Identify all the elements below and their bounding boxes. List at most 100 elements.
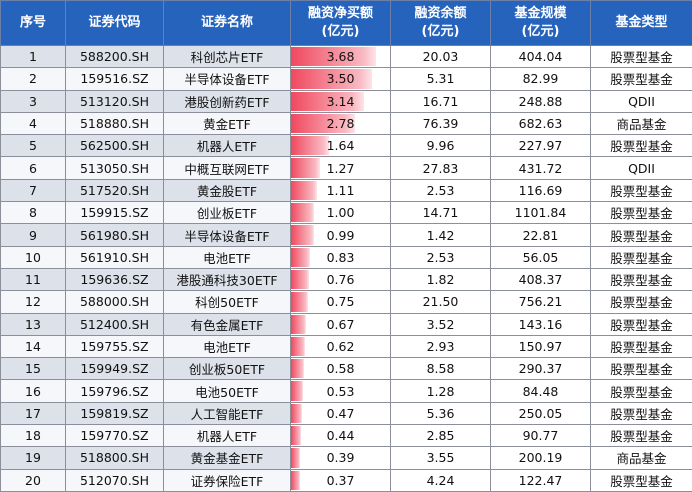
cell-text: 黄金股ETF — [196, 183, 258, 199]
cell-text: 143.16 — [518, 316, 563, 332]
cell-text: 1.42 — [426, 227, 455, 243]
table-cell: 159770.SZ — [65, 424, 164, 448]
net-buy-bar — [291, 336, 306, 357]
table-cell: 1 — [0, 44, 66, 69]
table-cell: 2.78 — [290, 111, 391, 136]
cell-text: 8 — [29, 205, 37, 221]
cell-text: 12 — [25, 294, 41, 310]
cell-text: 0.67 — [326, 316, 355, 332]
cell-text: 19 — [25, 450, 41, 466]
cell-text: 2 — [29, 71, 37, 87]
table-row: 2 159516.SZ 半导体设备ETF 3.50 5.31 82.99 股票型基金 — [0, 67, 692, 91]
cell-text: 20 — [25, 472, 41, 488]
table-cell: 黄金股ETF — [163, 178, 291, 203]
cell-text: 588200.SH — [79, 49, 150, 65]
cell-text: 0.37 — [326, 472, 355, 488]
cell-text: 562500.SH — [79, 138, 150, 154]
cell-text: 5.36 — [426, 405, 455, 421]
table-cell: 创业板50ETF — [163, 357, 291, 381]
table-row: 17 159819.SZ 人工智能ETF 0.47 5.36 250.05 股票型基金 — [0, 401, 692, 426]
table-cell: 200.19 — [490, 446, 591, 470]
cell-text: 518880.SH — [79, 116, 150, 132]
cell-text: 5 — [29, 138, 37, 154]
table-cell: 港股通科技30ETF — [163, 267, 291, 292]
cell-text: 0.62 — [326, 339, 355, 354]
table-row: 18 159770.SZ 机器人ETF 0.44 2.85 90.77 股票型基金 — [0, 424, 692, 448]
net-buy-bar — [291, 158, 321, 178]
cell-text: 4 — [29, 116, 37, 132]
cell-text: 股票型基金 — [610, 295, 673, 311]
table-cell: 科创50ETF — [163, 290, 291, 314]
cell-text: 116.69 — [518, 182, 563, 198]
table-cell: 7 — [0, 178, 66, 203]
table-cell: 290.37 — [490, 357, 591, 381]
cell-text: 1 — [29, 49, 37, 65]
cell-text: 0.76 — [326, 272, 355, 288]
table-cell: 21.50 — [390, 290, 491, 314]
cell-text: 股票型基金 — [610, 139, 673, 155]
table-cell: 4.24 — [390, 468, 491, 492]
cell-text: 有色金属ETF — [190, 317, 264, 333]
cell-text: 7 — [29, 182, 37, 198]
table-row: 1 588200.SH 科创芯片ETF 3.68 20.03 404.04 股票型基金 — [0, 44, 692, 69]
table-cell: 2.53 — [390, 245, 491, 269]
cell-text: 5.31 — [426, 71, 455, 87]
table-cell: 1.64 — [290, 134, 391, 158]
table-cell: 0.99 — [290, 223, 391, 247]
cell-text: 3.50 — [326, 71, 355, 87]
table-cell: 2.93 — [390, 334, 491, 359]
table-cell: 159636.SZ — [65, 267, 164, 292]
table-cell: 科创芯片ETF — [163, 44, 291, 69]
table-cell: 1.82 — [390, 267, 491, 292]
table-body: 1 588200.SH 科创芯片ETF 3.68 20.03 404.04 股票型基金 2 15… — [0, 44, 692, 492]
cell-text: 2.85 — [426, 428, 455, 444]
table-cell: 2.85 — [390, 424, 491, 448]
table-cell: 半导体设备ETF — [163, 223, 291, 247]
table-cell: 股票型基金 — [590, 401, 692, 426]
table-row: 20 512070.SH 证券保险ETF 0.37 4.24 122.47 股票型基金 — [0, 468, 692, 492]
cell-text: 0.53 — [326, 383, 355, 399]
table-cell: 人工智能ETF — [163, 401, 291, 426]
cell-text: 512400.SH — [79, 316, 150, 332]
table-cell: 电池50ETF — [163, 379, 291, 403]
net-buy-bar — [291, 113, 356, 134]
table-row: 4 518880.SH 黄金ETF 2.78 76.39 682.63 商品基金 — [0, 111, 692, 136]
cell-text: 84.48 — [522, 383, 559, 399]
table-cell: 159755.SZ — [65, 334, 164, 359]
cell-text: 56.05 — [522, 249, 559, 265]
table-cell: 证券保险ETF — [163, 468, 291, 492]
cell-text: 517520.SH — [79, 182, 150, 198]
table-cell: 股票型基金 — [590, 357, 692, 381]
cell-text: 227.97 — [518, 138, 563, 154]
cell-text: 159516.SZ — [80, 71, 149, 87]
table-row: 6 513050.SH 中概互联网ETF 1.27 27.83 431.72 QDII — [0, 156, 692, 180]
table-cell: 11 — [0, 267, 66, 292]
table-cell: 5.36 — [390, 401, 491, 426]
table-cell: 0.76 — [290, 267, 391, 292]
cell-text: 431.72 — [518, 160, 563, 176]
cell-text: 商品基金 — [616, 451, 667, 467]
table-cell: 90.77 — [490, 424, 591, 448]
cell-text: QDII — [628, 93, 655, 109]
net-buy-bar — [291, 269, 309, 290]
cell-text: 1.11 — [326, 182, 355, 198]
table-cell: 股票型基金 — [590, 201, 692, 225]
table-cell: 588000.SH — [65, 290, 164, 314]
cell-text: 股票型基金 — [610, 406, 673, 422]
table-cell: 0.58 — [290, 357, 391, 381]
table-cell: 机器人ETF — [163, 424, 291, 448]
table-cell: 电池ETF — [163, 245, 291, 269]
cell-text: 159915.SZ — [80, 205, 149, 221]
net-buy-bar — [291, 203, 315, 223]
table-cell: 0.39 — [290, 446, 391, 470]
table-row: 10 561910.SH 电池ETF 0.83 2.53 56.05 股票型基金 — [0, 245, 692, 269]
table-cell: 14 — [0, 334, 66, 359]
cell-text: 4.24 — [426, 472, 455, 488]
table-row: 5 562500.SH 机器人ETF 1.64 9.96 227.97 股票型基金 — [0, 134, 692, 158]
table-cell: 518880.SH — [65, 111, 164, 136]
table-row: 19 518800.SH 黄金基金ETF 0.39 3.55 200.19 商品基金 — [0, 446, 692, 470]
cell-text: 0.58 — [326, 361, 355, 377]
table-cell: 16 — [0, 379, 66, 403]
cell-text: 14.71 — [422, 205, 459, 221]
